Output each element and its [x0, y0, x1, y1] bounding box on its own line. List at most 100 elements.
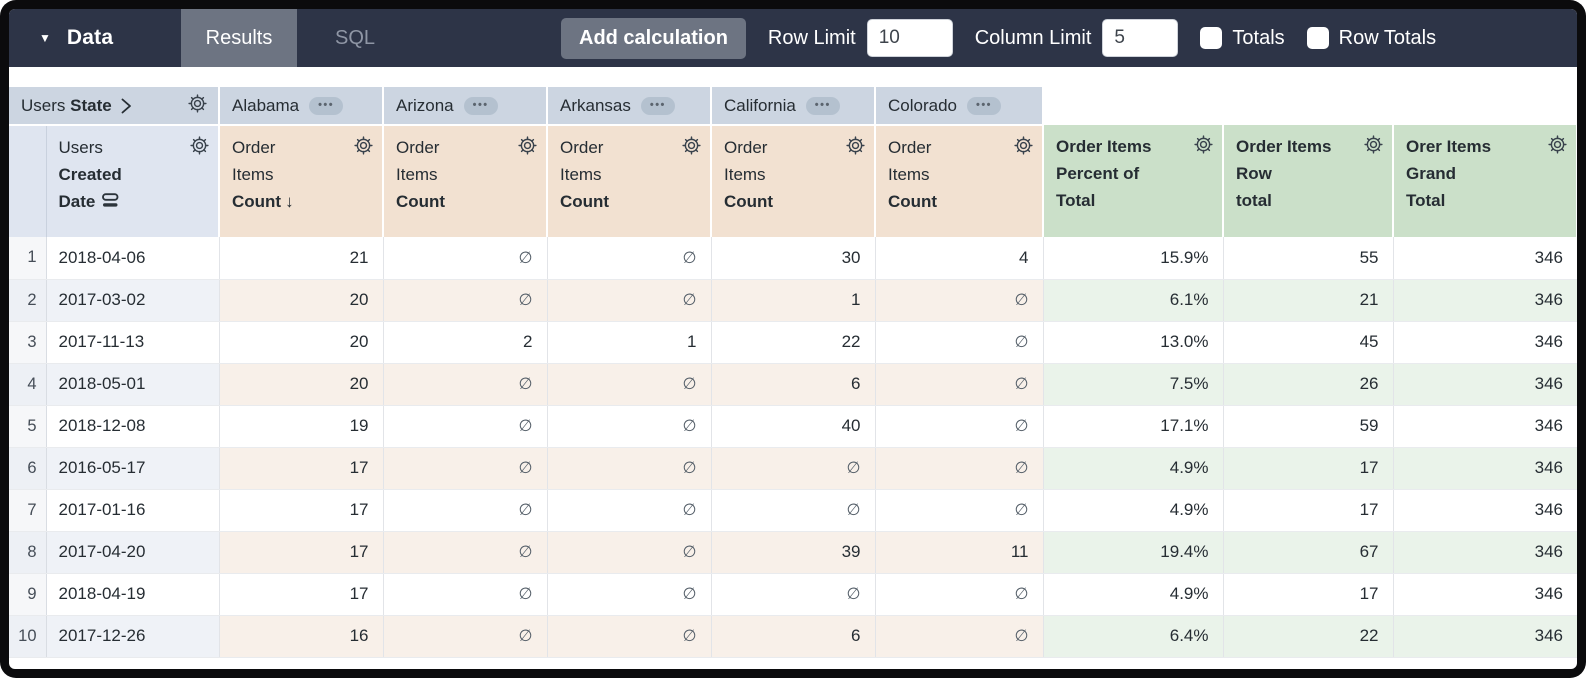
value-cell[interactable]: 59 [1223, 405, 1394, 448]
measure-header[interactable]: Order Items Count [383, 125, 548, 237]
value-cell[interactable]: 6 [711, 615, 876, 658]
value-cell[interactable]: 17 [219, 573, 384, 616]
date-cell[interactable]: 2018-04-19 [46, 573, 220, 616]
value-cell[interactable]: 346 [1393, 573, 1577, 616]
value-cell[interactable]: 16 [219, 615, 384, 658]
value-cell[interactable]: ∅ [711, 489, 876, 532]
value-cell[interactable]: ∅ [875, 573, 1044, 616]
value-cell[interactable]: 346 [1393, 321, 1577, 364]
value-cell[interactable]: 19.4% [1043, 531, 1224, 574]
gear-icon[interactable] [1547, 134, 1568, 155]
value-cell[interactable]: ∅ [547, 573, 712, 616]
value-cell[interactable]: ∅ [383, 447, 548, 490]
value-cell[interactable]: ∅ [875, 615, 1044, 658]
value-cell[interactable]: ∅ [547, 615, 712, 658]
value-cell[interactable]: 346 [1393, 615, 1577, 658]
value-cell[interactable]: 4.9% [1043, 489, 1224, 532]
value-cell[interactable]: ∅ [547, 279, 712, 322]
measure-header[interactable]: Order Items Count [547, 125, 712, 237]
ellipsis-menu-icon[interactable]: ••• [309, 96, 344, 115]
value-cell[interactable]: ∅ [875, 447, 1044, 490]
ellipsis-menu-icon[interactable]: ••• [967, 96, 1001, 115]
value-cell[interactable]: 4.9% [1043, 447, 1224, 490]
row-totals-checkbox[interactable] [1306, 27, 1329, 49]
value-cell[interactable]: 11 [875, 531, 1044, 574]
gear-icon[interactable] [1013, 135, 1034, 156]
date-cell[interactable]: 2018-04-06 [46, 237, 220, 280]
value-cell[interactable]: 45 [1223, 321, 1394, 364]
value-cell[interactable]: ∅ [383, 615, 548, 658]
value-cell[interactable]: ∅ [383, 405, 548, 448]
pivot-value-header[interactable]: Arizona ••• [383, 87, 548, 126]
value-cell[interactable]: 20 [219, 321, 384, 364]
gear-icon[interactable] [1193, 134, 1214, 155]
value-cell[interactable]: ∅ [383, 279, 548, 322]
date-cell[interactable]: 2017-03-02 [46, 279, 220, 322]
value-cell[interactable]: 20 [219, 279, 384, 322]
value-cell[interactable]: ∅ [875, 321, 1044, 364]
date-cell[interactable]: 2017-12-26 [46, 615, 220, 658]
totals-checkbox[interactable] [1200, 27, 1223, 49]
value-cell[interactable]: 6 [711, 363, 876, 406]
gear-icon[interactable] [189, 135, 210, 156]
value-cell[interactable]: 17 [219, 447, 384, 490]
value-cell[interactable]: ∅ [875, 405, 1044, 448]
tab-results[interactable]: Results [181, 9, 297, 67]
value-cell[interactable]: 17 [1223, 573, 1394, 616]
pivot-value-header[interactable]: Arkansas ••• [547, 87, 712, 126]
value-cell[interactable]: 22 [1223, 615, 1394, 658]
value-cell[interactable]: 26 [1223, 363, 1394, 406]
ellipsis-menu-icon[interactable]: ••• [805, 96, 840, 115]
value-cell[interactable]: ∅ [711, 573, 876, 616]
value-cell[interactable]: 4.9% [1043, 573, 1224, 616]
value-cell[interactable]: 346 [1393, 405, 1577, 448]
value-cell[interactable]: 346 [1393, 531, 1577, 574]
value-cell[interactable]: 67 [1223, 531, 1394, 574]
value-cell[interactable]: ∅ [547, 531, 712, 574]
measure-header[interactable]: Order Items Count ↓ [219, 125, 384, 237]
date-cell[interactable]: 2018-05-01 [46, 363, 220, 406]
value-cell[interactable]: 346 [1393, 279, 1577, 322]
value-cell[interactable]: 17 [219, 489, 384, 532]
value-cell[interactable]: 4 [875, 237, 1044, 280]
column-limit-input[interactable] [1102, 19, 1179, 57]
value-cell[interactable]: 21 [1223, 279, 1394, 322]
gear-icon[interactable] [845, 135, 866, 156]
measure-header[interactable]: Order Items Count [875, 125, 1044, 237]
value-cell[interactable]: ∅ [547, 237, 712, 280]
value-cell[interactable]: 40 [711, 405, 876, 448]
value-cell[interactable]: 19 [219, 405, 384, 448]
value-cell[interactable]: 7.5% [1043, 363, 1224, 406]
value-cell[interactable]: 1 [711, 279, 876, 322]
date-cell[interactable]: 2017-01-16 [46, 489, 220, 532]
calc-header[interactable]: Orer Items Grand Total [1393, 125, 1577, 237]
date-cell[interactable]: 2018-12-08 [46, 405, 220, 448]
pivot-value-header[interactable]: Colorado ••• [875, 87, 1044, 126]
value-cell[interactable]: ∅ [875, 279, 1044, 322]
value-cell[interactable]: ∅ [875, 489, 1044, 532]
gear-icon[interactable] [353, 135, 374, 156]
value-cell[interactable]: 346 [1393, 363, 1577, 406]
ellipsis-menu-icon[interactable]: ••• [640, 96, 675, 115]
value-cell[interactable]: 13.0% [1043, 321, 1224, 364]
value-cell[interactable]: 17.1% [1043, 405, 1224, 448]
gear-icon[interactable] [517, 135, 538, 156]
value-cell[interactable]: 39 [711, 531, 876, 574]
value-cell[interactable]: ∅ [547, 447, 712, 490]
measure-header[interactable]: Order Items Count [711, 125, 876, 237]
value-cell[interactable]: 6.1% [1043, 279, 1224, 322]
value-cell[interactable]: 55 [1223, 237, 1394, 280]
value-cell[interactable]: ∅ [875, 363, 1044, 406]
pivot-value-header[interactable]: California ••• [711, 87, 876, 126]
date-cell[interactable]: 2017-11-13 [46, 321, 220, 364]
value-cell[interactable]: ∅ [547, 405, 712, 448]
value-cell[interactable]: 17 [1223, 447, 1394, 490]
value-cell[interactable]: ∅ [383, 237, 548, 280]
value-cell[interactable]: ∅ [711, 447, 876, 490]
value-cell[interactable]: ∅ [383, 489, 548, 532]
totals-toggle[interactable]: Totals [1200, 27, 1285, 50]
value-cell[interactable]: 1 [547, 321, 712, 364]
value-cell[interactable]: ∅ [383, 573, 548, 616]
value-cell[interactable]: 346 [1393, 447, 1577, 490]
calc-header[interactable]: Order Items Row total [1223, 125, 1394, 237]
